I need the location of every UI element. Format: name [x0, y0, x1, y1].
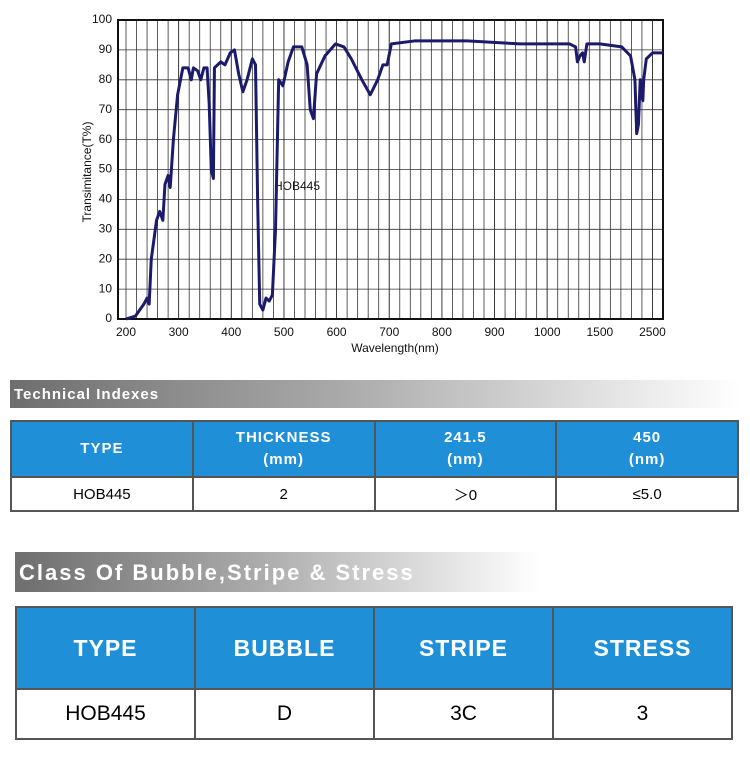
header-cell: THICKNESS (mm) — [191, 420, 376, 478]
y-tick-label: 40 — [99, 192, 113, 206]
x-tick-label: 700 — [379, 325, 399, 339]
header-unit: (nm) — [628, 451, 666, 468]
header-row: TYPE BUBBLE STRIPE STRESS — [15, 606, 733, 690]
header-unit: (nm) — [447, 451, 484, 468]
header-row: TYPE THICKNESS (mm) 241.5 (nm) 450 (nm) — [10, 420, 739, 478]
x-tick-label: 200 — [116, 325, 136, 339]
header-name: 450 — [633, 429, 662, 446]
y-tick-label: 90 — [99, 42, 113, 56]
chart: Transimitance(T%) Wavelength(nm) HOB445 … — [80, 12, 666, 355]
x-tick-label: 900 — [485, 325, 505, 339]
table-cell: ≤5.0 — [555, 476, 739, 512]
table-cell: 3C — [373, 688, 554, 740]
header-cell: 450 (nm) — [555, 420, 739, 478]
header-name: THICKNESS — [235, 429, 332, 446]
x-axis-label: Wavelength(nm) — [351, 341, 439, 355]
section-title: Technical Indexes — [10, 380, 740, 408]
header-name: STRESS — [593, 634, 692, 661]
table-cell: ＞0 — [373, 476, 558, 512]
table-row: HOB445 D 3C 3 — [15, 688, 733, 740]
header-name: STRIPE — [418, 634, 509, 661]
table: TYPE THICKNESS (mm) 241.5 (nm) 450 (nm) HOB445 2… — [10, 420, 739, 512]
x-tick-label: 2500 — [639, 325, 666, 339]
y-tick-label: 30 — [99, 221, 113, 235]
x-tick-label: 800 — [432, 325, 452, 339]
header-cell: 241.5 (nm) — [373, 420, 558, 478]
y-tick-label: 80 — [99, 72, 113, 86]
table-cell: 2 — [191, 476, 376, 512]
header-name: 241.5 — [444, 429, 487, 446]
transmittance-line — [125, 39, 663, 321]
x-tick-label: 1500 — [586, 325, 613, 339]
x-tick-label: 1000 — [534, 325, 561, 339]
x-tick-label: 300 — [169, 325, 189, 339]
y-tick-label: 10 — [99, 281, 113, 295]
annotation: HOB445 — [274, 179, 320, 193]
header-cell: STRIPE — [373, 606, 554, 690]
table-cell: HOB445 — [10, 476, 194, 512]
header-name: TYPE — [73, 634, 138, 661]
section-title: Class Of Bubble,Stripe & Stress — [15, 552, 540, 592]
y-tick-label: 0 — [105, 311, 112, 325]
header-unit: (mm) — [263, 451, 304, 468]
header-cell: TYPE — [10, 420, 194, 478]
y-tick-label: 20 — [99, 251, 113, 265]
header-name: BUBBLE — [233, 634, 336, 661]
y-tick-label: 70 — [99, 102, 113, 116]
header-cell: STRESS — [552, 606, 733, 690]
plot-frame — [117, 19, 664, 320]
table-cell: D — [194, 688, 375, 740]
y-tick-label: 100 — [92, 12, 112, 26]
x-tick-label: 600 — [327, 325, 347, 339]
y-tick-label: 60 — [99, 132, 113, 146]
table-cell: 3 — [552, 688, 733, 740]
y-axis-label: Transimitance(T%) — [80, 122, 94, 223]
table-cell: HOB445 — [15, 688, 196, 740]
header-cell: BUBBLE — [194, 606, 375, 690]
y-tick-label: 50 — [99, 162, 113, 176]
table-row: HOB445 2 ＞0 ≤5.0 — [10, 476, 739, 512]
table: TYPE BUBBLE STRIPE STRESS HOB445 D 3C 3 — [15, 606, 733, 740]
header-cell: TYPE — [15, 606, 196, 690]
header-name: TYPE — [80, 440, 124, 457]
x-tick-label: 500 — [274, 325, 294, 339]
x-tick-label: 400 — [221, 325, 241, 339]
